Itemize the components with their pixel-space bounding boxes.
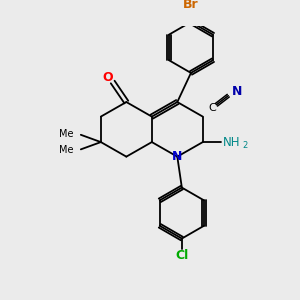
Text: NH: NH [223,136,241,148]
Text: Me: Me [59,129,74,139]
Text: Br: Br [183,0,199,11]
Text: O: O [102,71,112,84]
Text: C: C [208,103,216,112]
Text: Me: Me [59,145,74,155]
Text: N: N [232,85,243,98]
Text: 2: 2 [242,141,247,150]
Text: N: N [172,150,182,163]
Text: Cl: Cl [175,249,188,262]
